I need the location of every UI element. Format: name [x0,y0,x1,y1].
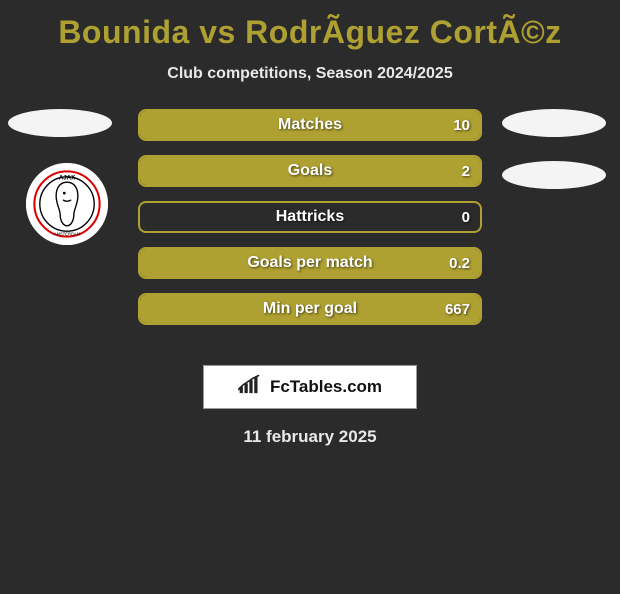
stat-bar-goals-per-match: Goals per match 0.2 [138,247,482,279]
stat-bar-matches: Matches 10 [138,109,482,141]
team-right-badge-placeholder [502,161,606,189]
subtitle: Club competitions, Season 2024/2025 [0,65,620,83]
svg-text:AMSTERDAM: AMSTERDAM [54,231,81,236]
stat-bar-value: 0.2 [449,249,470,277]
stat-bar-label: Hattricks [140,203,480,231]
ajax-badge-icon: AJAX AMSTERDAM [26,163,108,245]
branding-text: FcTables.com [270,377,382,397]
left-column: AJAX AMSTERDAM [8,109,118,137]
stat-bar-hattricks: Hattricks 0 [138,201,482,233]
svg-text:AJAX: AJAX [59,175,76,182]
stats-area: AJAX AMSTERDAM Matches 10 Goals 2 Hattri… [0,109,620,349]
stat-bar-value: 2 [462,157,470,185]
page-title: Bounida vs RodrÃ­guez CortÃ©z [0,14,620,51]
stat-bar-label: Matches [140,111,480,139]
stat-bar-label: Min per goal [140,295,480,323]
stat-bar-label: Goals [140,157,480,185]
player-right-photo-placeholder [502,109,606,137]
branding-badge[interactable]: FcTables.com [203,365,417,409]
stat-bar-value: 0 [462,203,470,231]
player-left-photo-placeholder [8,109,112,137]
footer-date: 11 february 2025 [0,427,620,447]
branding-chart-icon [238,374,264,401]
stat-bars: Matches 10 Goals 2 Hattricks 0 Goals per… [138,109,482,339]
stat-bar-value: 667 [445,295,470,323]
stat-bar-value: 10 [453,111,470,139]
stat-bar-min-per-goal: Min per goal 667 [138,293,482,325]
stat-bar-label: Goals per match [140,249,480,277]
right-column [502,109,612,189]
stat-bar-goals: Goals 2 [138,155,482,187]
